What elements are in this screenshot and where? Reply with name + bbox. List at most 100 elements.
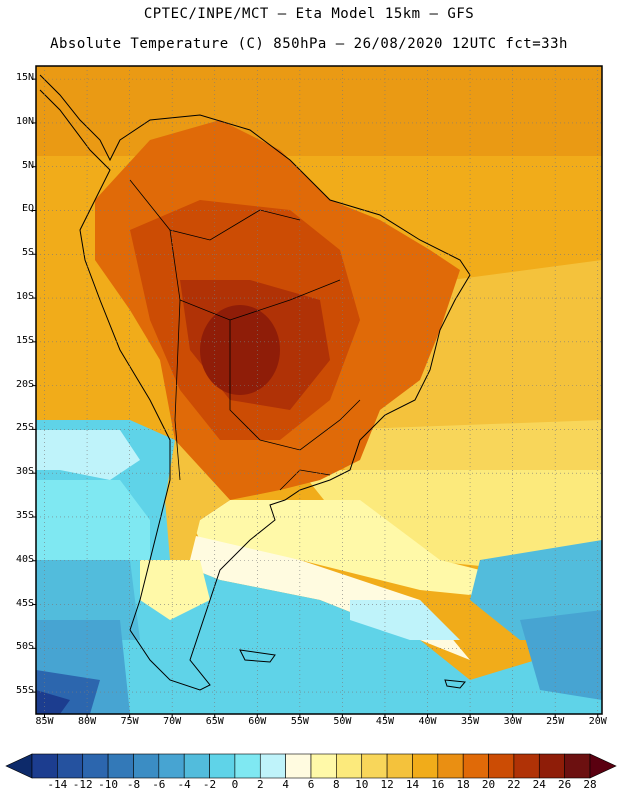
- colorbar-label: -8: [126, 778, 141, 791]
- border-north: [129, 179, 301, 241]
- colorbar-label: -4: [177, 778, 191, 791]
- lon-label: 40W: [418, 716, 437, 727]
- lat-label: 20S: [15, 378, 34, 390]
- colorbar-label: 2: [256, 778, 264, 791]
- colorbar-swatch: [488, 753, 515, 779]
- lon-label: 80W: [78, 716, 97, 727]
- map-title-line-2: Absolute Temperature (C) 850hPa — 26/08/…: [50, 36, 568, 52]
- colorbar-swatch: [285, 753, 312, 779]
- colorbar-swatch: [82, 753, 109, 779]
- colorbar-label: 14: [405, 778, 420, 791]
- coastlines: [39, 74, 471, 691]
- country-borders: [129, 179, 361, 491]
- lat-label: 55S: [15, 685, 34, 697]
- colorbar-label: 22: [507, 778, 521, 791]
- colorbar-swatch: [259, 753, 286, 779]
- field-2-4-west: [36, 480, 150, 560]
- lat-label: 50S: [15, 641, 34, 653]
- lat-label: 5N: [21, 159, 34, 171]
- lon-label: 85W: [35, 716, 54, 727]
- field-28-plus: [200, 305, 280, 395]
- colorbar-label: 28: [583, 778, 597, 791]
- lat-label: 10N: [15, 115, 34, 127]
- colorbar-swatch: [57, 753, 84, 779]
- lat-label: 40S: [15, 553, 34, 565]
- lon-label: 50W: [333, 716, 352, 727]
- lon-label: 75W: [120, 716, 139, 727]
- colorbar-swatch: [386, 753, 413, 779]
- lon-label: 45W: [375, 716, 394, 727]
- lon-label: 55W: [290, 716, 309, 727]
- temperature-field: [36, 66, 602, 714]
- field-20-north: [36, 66, 602, 156]
- lon-label: 35W: [461, 716, 480, 727]
- colorbar-label: 12: [380, 778, 394, 791]
- colorbar-label: -2: [202, 778, 217, 791]
- colorbar-label: 16: [431, 778, 445, 791]
- lon-label: 65W: [205, 716, 224, 727]
- colorbar-label: 4: [282, 778, 289, 791]
- colorbar-swatch: [158, 753, 185, 779]
- colorbar-high-arrow: [589, 753, 617, 779]
- colorbar-label: -12: [72, 778, 93, 791]
- border-chile-argentina: [174, 299, 181, 481]
- field-patagonia-warm: [165, 440, 230, 560]
- colorbar-label: 0: [231, 778, 239, 791]
- colorbar-label: 8: [333, 778, 340, 791]
- field-patagonia-mild: [140, 560, 210, 620]
- lat-label: 10S: [15, 291, 34, 303]
- field-0-2: [36, 420, 602, 714]
- lon-label: 70W: [163, 716, 182, 727]
- field-east-colder: [520, 610, 602, 700]
- colorbar-label: -6: [152, 778, 166, 791]
- colorbar-swatch: [361, 753, 388, 779]
- colorbar-swatch: [133, 753, 160, 779]
- colorbar-swatch: [462, 753, 489, 779]
- colorbar-label: 18: [456, 778, 470, 791]
- colorbar-label: -10: [98, 778, 119, 791]
- lon-label: 25W: [546, 716, 565, 727]
- lon-label: 60W: [248, 716, 267, 727]
- colorbar-low-arrow: [5, 753, 33, 779]
- axis-ticks: [32, 78, 599, 718]
- colorbar-swatch: [183, 753, 210, 779]
- colorbar: [5, 753, 617, 779]
- lat-label: 15S: [15, 334, 34, 346]
- colorbar-label: 6: [307, 778, 315, 791]
- map-title-line-1: CPTEC/INPE/MCT — Eta Model 15km — GFS: [143, 6, 475, 22]
- colorbar-label: 20: [481, 778, 496, 791]
- field-minus14: [36, 690, 70, 714]
- lat-label: 35S: [15, 509, 34, 521]
- colorbar-swatch: [538, 753, 565, 779]
- lon-label: 30W: [503, 716, 522, 727]
- south-georgia: [444, 679, 466, 689]
- border-bolivia-paraguay: [229, 320, 361, 451]
- colorbar-label: 10: [355, 778, 369, 791]
- colorbar-swatch: [107, 753, 134, 779]
- colorbar-swatch: [209, 753, 236, 779]
- colorbar-swatch: [234, 753, 261, 779]
- field-12-14: [300, 470, 602, 570]
- colorbar-swatch: [513, 753, 540, 779]
- colorbar-label: 26: [558, 778, 572, 791]
- lat-label: EQ: [21, 203, 34, 215]
- graticule: [36, 66, 602, 714]
- map-frame: [35, 65, 603, 715]
- lat-label: 15N: [15, 72, 34, 84]
- colorbar-swatch: [336, 753, 363, 779]
- field-tongue-warm: [350, 600, 460, 640]
- field-4-6-west: [36, 430, 140, 480]
- lat-label: 5S: [21, 247, 34, 259]
- colorbar-swatch: [31, 753, 58, 779]
- colorbar-swatch: [564, 753, 591, 779]
- colorbar-swatch: [412, 753, 439, 779]
- colorbar-swatch: [310, 753, 337, 779]
- colorbar-label: 24: [532, 778, 546, 791]
- lon-label: 20W: [588, 716, 607, 727]
- lat-label: 45S: [15, 597, 34, 609]
- falklands: [239, 649, 276, 663]
- colorbar-label: -14: [47, 778, 68, 791]
- colorbar-swatch: [437, 753, 464, 779]
- south-america-coast: [39, 74, 471, 691]
